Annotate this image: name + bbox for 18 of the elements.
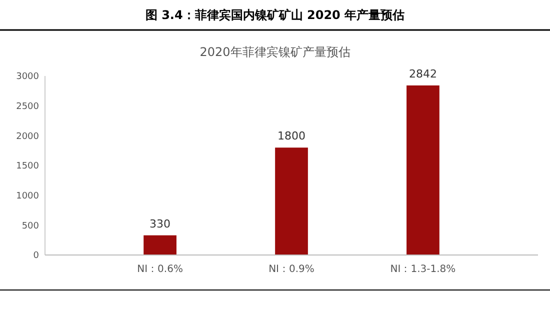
y-tick-label: 2000 xyxy=(16,132,40,142)
bar xyxy=(406,85,440,255)
bar xyxy=(144,235,176,255)
x-tick-label: NI：1.3-1.8% xyxy=(390,264,456,275)
data-label: 1800 xyxy=(278,130,306,143)
data-label: 2842 xyxy=(408,67,437,80)
y-tick-label: 3000 xyxy=(16,72,40,82)
x-tick-label: NI：0.9% xyxy=(268,264,314,275)
y-tick-label: 1500 xyxy=(16,162,40,172)
chart-subtitle: 2020年菲律宾镍矿产量预估 xyxy=(200,45,350,59)
y-tick-label: 500 xyxy=(22,221,40,232)
x-tick-label: NI：0.6% xyxy=(137,264,183,275)
bar xyxy=(275,148,308,255)
chart-title: 图 3.4：菲律宾国内镍矿矿山 2020 年产量预估 xyxy=(145,8,405,22)
data-label: 330 xyxy=(150,217,171,230)
y-tick-label: 1000 xyxy=(16,191,40,202)
y-tick-label: 2500 xyxy=(16,102,40,112)
y-tick-label: 0 xyxy=(33,251,40,262)
